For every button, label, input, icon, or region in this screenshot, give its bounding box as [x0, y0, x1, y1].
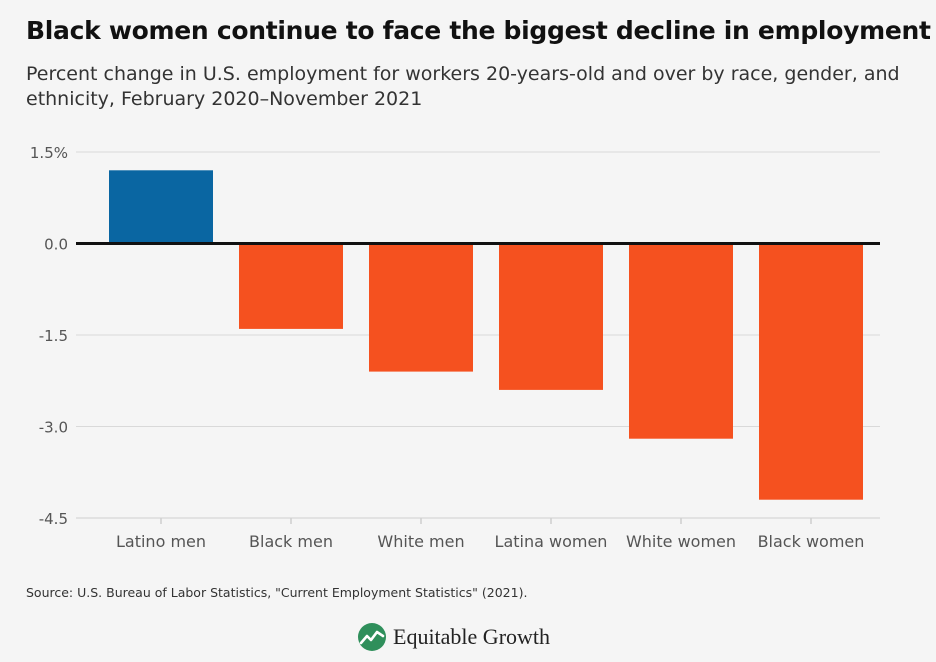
bar: [499, 243, 603, 390]
x-tick-label: Latino men: [116, 532, 206, 551]
y-tick-label: -1.5: [39, 327, 68, 345]
y-tick-label: -3.0: [39, 419, 68, 437]
y-tick-label: 1.5%: [30, 144, 68, 162]
bar: [759, 243, 863, 500]
bar-chart: 1.5% 0.0 -1.5 -3.0 -4.5 Latino men Black men Wh…: [30, 144, 880, 551]
source-note: Source: U.S. Bureau of Labor Statistics,…: [26, 585, 528, 600]
x-tick-label: Black men: [249, 532, 333, 551]
brand-name: Equitable Growth: [393, 624, 551, 649]
x-tick-label: White women: [626, 532, 736, 551]
y-tick-label: -4.5: [39, 510, 68, 528]
bar: [109, 170, 213, 244]
bar: [239, 243, 343, 329]
tick-labels: 1.5% 0.0 -1.5 -3.0 -4.5 Latino men Black men Wh…: [30, 144, 865, 551]
equitable-growth-logo-icon: [358, 623, 386, 651]
x-tick-label: White men: [377, 532, 464, 551]
bars: [109, 170, 863, 500]
chart-subtitle: Percent change in U.S. employment for wo…: [26, 63, 900, 110]
chart-title: Black women continue to face the biggest…: [26, 16, 931, 45]
brand-logo: Equitable Growth: [357, 622, 550, 652]
bar: [629, 243, 733, 439]
x-tick-label: Black women: [758, 532, 865, 551]
x-tick-label: Latina women: [495, 532, 608, 551]
bar: [369, 243, 473, 372]
axes: [76, 242, 880, 524]
y-tick-label: 0.0: [44, 236, 68, 254]
